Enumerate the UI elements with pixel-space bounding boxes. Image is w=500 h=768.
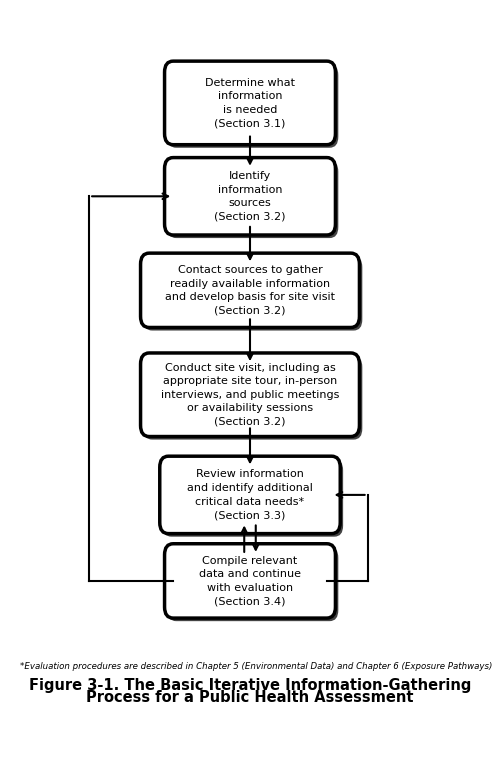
Text: Process for a Public Health Assessment: Process for a Public Health Assessment [86,690,414,705]
Text: Identify
information
sources
(Section 3.2): Identify information sources (Section 3.… [214,171,286,222]
Text: Review information
and identify additional
critical data needs*
(Section 3.3): Review information and identify addition… [187,469,313,520]
FancyBboxPatch shape [168,161,338,238]
Text: Conduct site visit, including as
appropriate site tour, in-person
interviews, an: Conduct site visit, including as appropr… [161,362,339,427]
FancyBboxPatch shape [168,547,338,621]
FancyBboxPatch shape [164,61,336,144]
FancyBboxPatch shape [140,353,360,436]
Text: *Evaluation procedures are described in Chapter 5 (Environmental Data) and Chapt: *Evaluation procedures are described in … [20,662,492,671]
FancyBboxPatch shape [164,544,336,618]
FancyBboxPatch shape [162,459,343,537]
FancyBboxPatch shape [164,157,336,235]
Text: Determine what
information
is needed
(Section 3.1): Determine what information is needed (Se… [205,78,295,128]
Text: Figure 3-1. The Basic Iterative Information-Gathering: Figure 3-1. The Basic Iterative Informat… [29,677,471,693]
FancyBboxPatch shape [144,257,362,330]
FancyBboxPatch shape [140,253,360,327]
Text: Contact sources to gather
readily available information
and develop basis for si: Contact sources to gather readily availa… [165,265,335,316]
Text: Compile relevant
data and continue
with evaluation
(Section 3.4): Compile relevant data and continue with … [199,555,301,606]
FancyBboxPatch shape [168,65,338,147]
FancyBboxPatch shape [144,356,362,439]
FancyBboxPatch shape [160,456,340,534]
